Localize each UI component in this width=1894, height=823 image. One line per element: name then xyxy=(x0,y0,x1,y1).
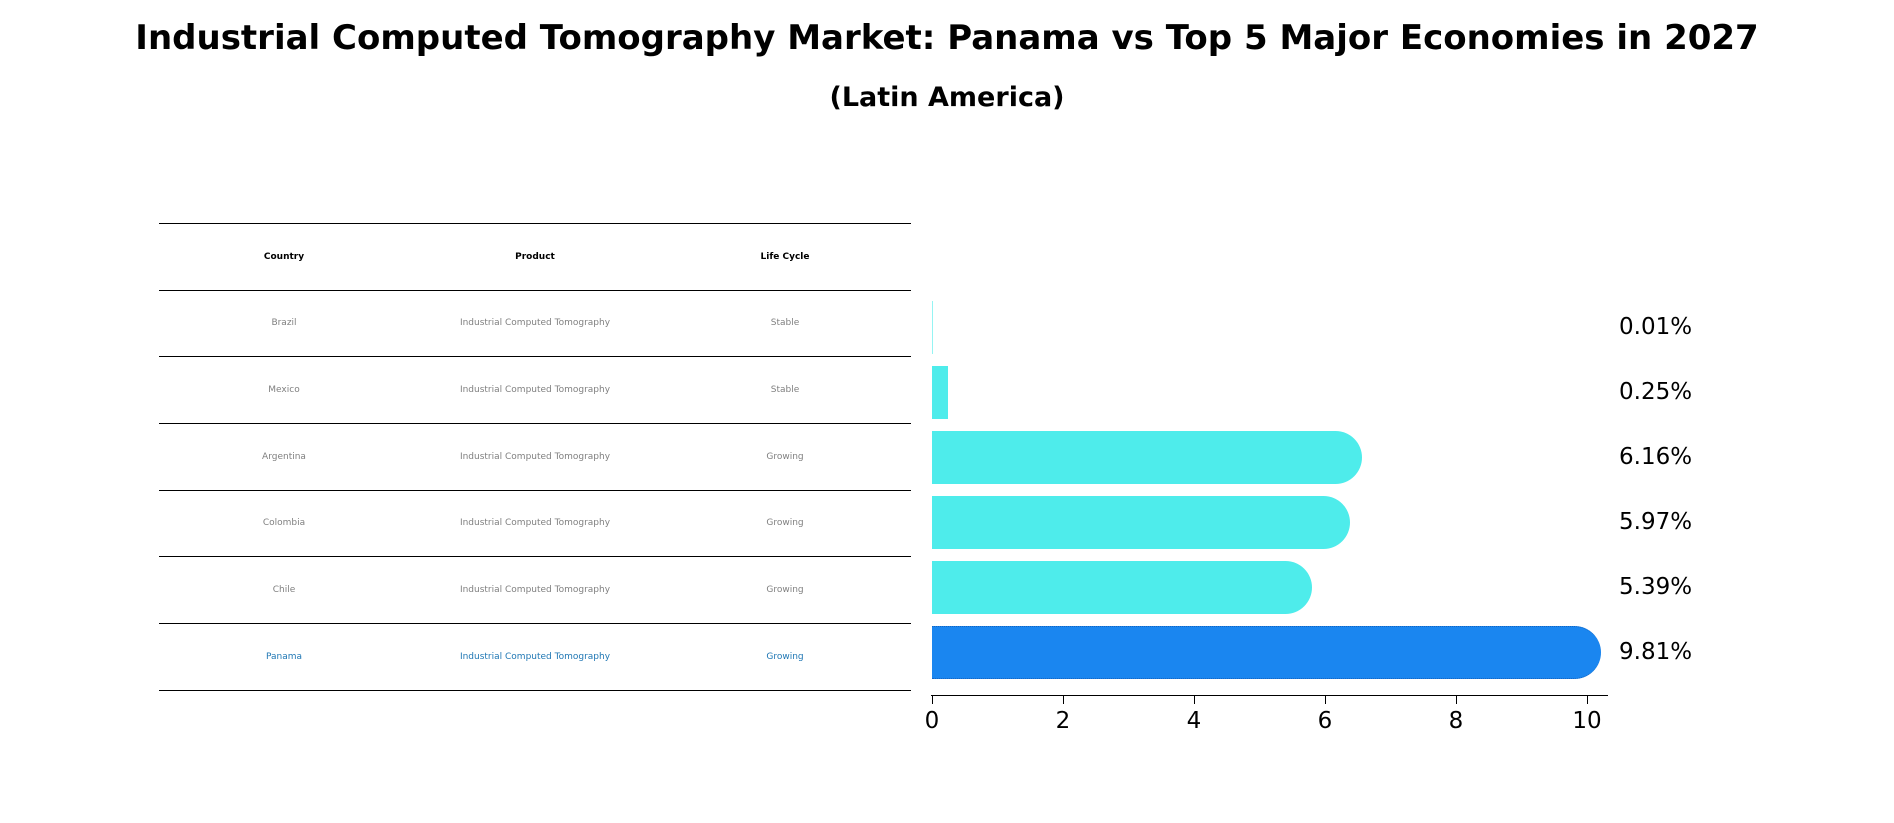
bar-argentina xyxy=(932,430,1362,484)
table-header-life-cycle: Life Cycle xyxy=(760,251,810,262)
table-cell-product: Industrial Computed Tomography xyxy=(459,518,611,528)
table-rule xyxy=(159,290,911,291)
table-header-product: Product xyxy=(515,251,555,262)
x-tick-mark xyxy=(1587,696,1588,704)
table-cell-life-cycle: Growing xyxy=(766,651,804,662)
table-cell-life-cycle: Growing xyxy=(766,584,804,595)
table-cell-product: Industrial Computed Tomography xyxy=(459,451,611,462)
x-tick-label: 10 xyxy=(1572,708,1602,734)
value-label-argentina: 6.16% xyxy=(1619,444,1693,470)
table-cell-country: Panama xyxy=(265,651,303,662)
table-cell-country: Argentina xyxy=(262,451,306,462)
value-label-chile: 5.39% xyxy=(1619,574,1693,600)
x-tick-mark xyxy=(1194,696,1195,704)
table-cell-product: Industrial Computed Tomography xyxy=(459,318,611,328)
x-tick-mark xyxy=(1063,696,1064,704)
table-cell-life-cycle: Stable xyxy=(770,318,800,328)
table-rule xyxy=(159,423,911,424)
bar-colombia xyxy=(932,495,1350,549)
table-rule xyxy=(159,490,911,491)
table-cell-product: Industrial Computed Tomography xyxy=(459,384,611,395)
x-tick-mark xyxy=(1456,696,1457,704)
x-tick-mark xyxy=(932,696,933,704)
value-label-mexico: 0.25% xyxy=(1619,379,1693,405)
value-label-brazil: 0.01% xyxy=(1619,314,1693,340)
table-rule xyxy=(159,556,911,557)
table-cell-product: Industrial Computed Tomography xyxy=(459,651,611,662)
table-cell-country: Brazil xyxy=(271,318,297,328)
value-label-colombia: 5.97% xyxy=(1619,509,1693,535)
bar-panama xyxy=(932,625,1602,679)
bar-mexico xyxy=(932,365,949,419)
x-tick-label: 6 xyxy=(1317,708,1333,734)
table-rule xyxy=(159,623,911,624)
x-tick-mark xyxy=(1325,696,1326,704)
bar-brazil xyxy=(932,300,933,354)
table-cell-country: Chile xyxy=(272,584,296,595)
table-cell-life-cycle: Stable xyxy=(770,384,800,395)
x-tick-label: 8 xyxy=(1448,708,1464,734)
table-cell-life-cycle: Growing xyxy=(766,451,804,462)
bar-chile xyxy=(932,560,1312,614)
value-label-panama: 9.81% xyxy=(1619,639,1693,665)
chart-title: Industrial Computed Tomography Market: P… xyxy=(135,18,1759,58)
x-tick-label: 4 xyxy=(1186,708,1202,734)
table-rule xyxy=(159,223,911,224)
table-cell-product: Industrial Computed Tomography xyxy=(459,584,611,595)
table-cell-life-cycle: Growing xyxy=(766,518,804,528)
table-cell-country: Mexico xyxy=(268,384,300,395)
x-tick-label: 0 xyxy=(924,708,940,734)
table-header-country: Country xyxy=(263,251,305,262)
table-cell-country: Colombia xyxy=(262,518,306,528)
x-tick-label: 2 xyxy=(1055,708,1071,734)
table-rule xyxy=(159,356,911,357)
table-rule xyxy=(159,690,911,691)
chart-subtitle: (Latin America) xyxy=(829,82,1065,113)
x-axis-line xyxy=(931,695,1608,696)
